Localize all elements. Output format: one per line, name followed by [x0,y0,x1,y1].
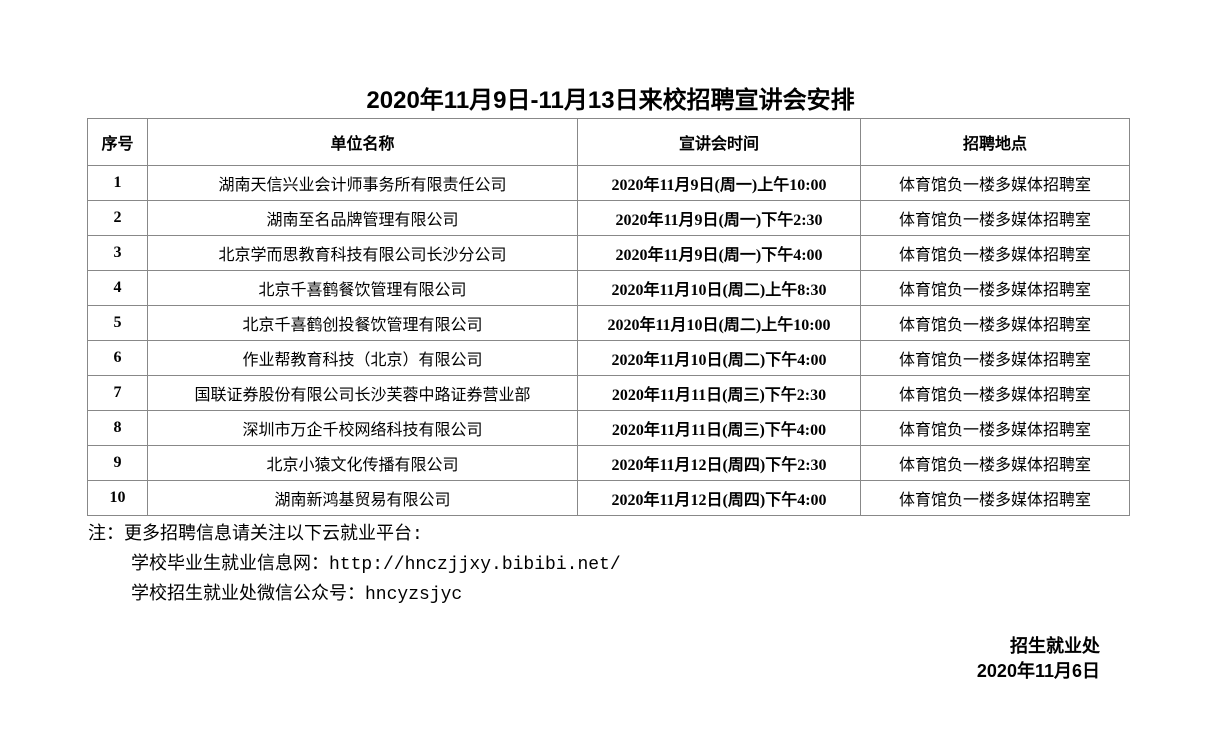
session-time: 2020年11月9日(周一)下午4:00 [577,235,861,271]
table-row: 8 深圳市万企千校网络科技有限公司 2020年11月11日(周三)下午4:00 体育馆… [87,410,1130,446]
company-name: 湖南至名品牌管理有限公司 [147,200,578,236]
session-time: 2020年11月11日(周三)下午4:00 [577,410,861,446]
location: 体育馆负一楼多媒体招聘室 [860,305,1130,341]
row-index: 10 [87,480,148,516]
table-header-row: 序号 单位名称 宣讲会时间 招聘地点 [87,118,1130,166]
location: 体育馆负一楼多媒体招聘室 [860,480,1130,516]
company-name: 湖南天信兴业会计师事务所有限责任公司 [147,165,578,201]
company-name: 北京千喜鹤创投餐饮管理有限公司 [147,305,578,341]
company-name: 国联证券股份有限公司长沙芙蓉中路证券营业部 [147,375,578,411]
header-time: 宣讲会时间 [577,118,861,166]
company-name: 深圳市万企千校网络科技有限公司 [147,410,578,446]
table-row: 1 湖南天信兴业会计师事务所有限责任公司 2020年11月9日(周一)上午10:00… [87,165,1130,201]
note-website: 学校毕业生就业信息网：http://hnczjjxy.bibibi.net/ [131,555,621,575]
location: 体育馆负一楼多媒体招聘室 [860,270,1130,306]
location: 体育馆负一楼多媒体招聘室 [860,410,1130,446]
location: 体育馆负一楼多媒体招聘室 [860,375,1130,411]
location: 体育馆负一楼多媒体招聘室 [860,235,1130,271]
location: 体育馆负一楼多媒体招聘室 [860,200,1130,236]
row-index: 5 [87,305,148,341]
row-index: 9 [87,445,148,481]
session-time: 2020年11月10日(周二)下午4:00 [577,340,861,376]
company-name: 作业帮教育科技（北京）有限公司 [147,340,578,376]
signature-date: 2020年11月6日 [976,661,1100,681]
row-index: 3 [87,235,148,271]
location: 体育馆负一楼多媒体招聘室 [860,445,1130,481]
table-row: 3 北京学而思教育科技有限公司长沙分公司 2020年11月9日(周一)下午4:00 体… [87,235,1130,271]
session-time: 2020年11月9日(周一)下午2:30 [577,200,861,236]
company-name: 湖南新鸿基贸易有限公司 [147,480,578,516]
row-index: 6 [87,340,148,376]
session-time: 2020年11月12日(周四)下午2:30 [577,445,861,481]
company-name: 北京学而思教育科技有限公司长沙分公司 [147,235,578,271]
note-wechat: 学校招生就业处微信公众号：hncyzsjyc [131,585,463,605]
header-company: 单位名称 [147,118,578,166]
row-index: 2 [87,200,148,236]
note-heading: 注：更多招聘信息请关注以下云就业平台: [88,525,423,545]
row-index: 7 [87,375,148,411]
row-index: 8 [87,410,148,446]
page-title: 2020年11月9日-11月13日来校招聘宣讲会安排 [366,87,855,114]
row-index: 4 [87,270,148,306]
table-row: 7 国联证券股份有限公司长沙芙蓉中路证券营业部 2020年11月11日(周三)下午2… [87,375,1130,411]
session-time: 2020年11月12日(周四)下午4:00 [577,480,861,516]
schedule-table: 序号 单位名称 宣讲会时间 招聘地点 1 湖南天信兴业会计师事务所有限责任公司 20… [87,118,1130,516]
session-time: 2020年11月11日(周三)下午2:30 [577,375,861,411]
header-index: 序号 [87,118,148,166]
row-index: 1 [87,165,148,201]
company-name: 北京小猿文化传播有限公司 [147,445,578,481]
table-row: 6 作业帮教育科技（北京）有限公司 2020年11月10日(周二)下午4:00 体育馆… [87,340,1130,376]
table-row: 2 湖南至名品牌管理有限公司 2020年11月9日(周一)下午2:30 体育馆负一楼多… [87,200,1130,236]
table-row: 10 湖南新鸿基贸易有限公司 2020年11月12日(周四)下午4:00 体育馆负一楼… [87,480,1130,516]
company-name: 北京千喜鹤餐饮管理有限公司 [147,270,578,306]
location: 体育馆负一楼多媒体招聘室 [860,340,1130,376]
table-row: 4 北京千喜鹤餐饮管理有限公司 2020年11月10日(周二)上午8:30 体育馆负一… [87,270,1130,306]
session-time: 2020年11月10日(周二)上午10:00 [577,305,861,341]
location: 体育馆负一楼多媒体招聘室 [860,165,1130,201]
signature-org: 招生就业处 [1010,636,1100,656]
table-row: 5 北京千喜鹤创投餐饮管理有限公司 2020年11月10日(周二)上午10:00 体育… [87,305,1130,341]
session-time: 2020年11月10日(周二)上午8:30 [577,270,861,306]
session-time: 2020年11月9日(周一)上午10:00 [577,165,861,201]
header-location: 招聘地点 [860,118,1130,166]
table-row: 9 北京小猿文化传播有限公司 2020年11月12日(周四)下午2:30 体育馆负一楼… [87,445,1130,481]
